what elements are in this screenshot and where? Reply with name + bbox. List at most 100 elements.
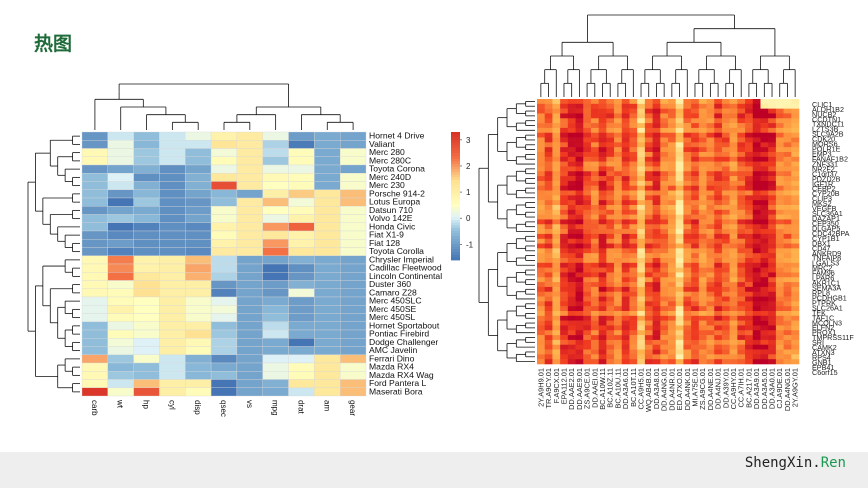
heatmap-cell — [737, 277, 746, 283]
heatmap-cell — [737, 320, 746, 326]
heatmap-cell — [107, 346, 134, 355]
heatmap-cell — [721, 176, 730, 182]
heatmap-cell — [210, 272, 238, 281]
heatmap-cell — [752, 315, 761, 321]
heatmap-cell — [560, 118, 569, 124]
heatmap-cell — [729, 311, 738, 317]
heatmap-cell — [745, 354, 754, 360]
heatmap-cell — [590, 195, 599, 201]
heatmap-cell — [775, 311, 784, 317]
row-label: SEMA3A — [812, 284, 841, 293]
heatmap-cell — [729, 200, 738, 206]
heatmap-cell — [210, 230, 238, 240]
heatmap-cell — [644, 359, 653, 365]
heatmap-cell — [606, 161, 615, 167]
heatmap-cell — [652, 248, 661, 254]
heatmap-cell — [621, 258, 630, 264]
heatmap-cell — [668, 330, 677, 336]
heatmap-cell — [598, 229, 607, 235]
heatmap-cell — [598, 118, 607, 124]
heatmap-cell — [262, 140, 289, 149]
heatmap-cell — [537, 243, 546, 249]
heatmap-cell — [621, 325, 630, 331]
heatmap-cell — [752, 238, 761, 244]
heatmap-cell — [314, 181, 341, 190]
heatmap-cell — [314, 197, 341, 207]
heatmap-cell — [675, 123, 684, 129]
heatmap-cell — [721, 306, 730, 312]
heatmap-cell — [567, 296, 576, 302]
heatmap-cell — [729, 306, 738, 312]
heatmap-cell — [768, 224, 777, 230]
heatmap-cell — [652, 359, 661, 365]
heatmap-cell — [768, 229, 777, 235]
heatmap-cell — [583, 262, 592, 268]
heatmap-cell — [775, 147, 784, 153]
heatmap-cell — [698, 171, 707, 177]
heatmap-cell — [583, 286, 592, 293]
heatmap-cell — [81, 313, 108, 322]
heatmap-cell — [598, 339, 607, 346]
heatmap-cell — [775, 272, 784, 278]
heatmap-cell — [791, 301, 800, 307]
heatmap-cell — [552, 142, 561, 148]
heatmap-cell — [552, 147, 561, 153]
heatmap-cell — [668, 262, 677, 268]
heatmap-cell — [737, 339, 746, 346]
heatmap-cell — [288, 321, 315, 331]
heatmap-cell — [775, 176, 784, 182]
heatmap-cell — [590, 354, 599, 360]
heatmap-cell — [660, 214, 669, 220]
heatmap-cell — [185, 321, 212, 331]
heatmap-cell — [675, 311, 684, 317]
heatmap-cell — [652, 132, 661, 138]
heatmap-cell — [698, 291, 707, 297]
heatmap-cell — [614, 224, 623, 230]
heatmap-cell — [614, 359, 623, 365]
heatmap-cell — [691, 306, 700, 312]
heatmap-cell — [791, 123, 800, 129]
heatmap-cell — [683, 320, 692, 326]
heatmap-cell — [606, 113, 615, 119]
heatmap-cell — [691, 311, 700, 317]
heatmap-cell — [791, 103, 800, 109]
row-label: ZNF331 — [812, 159, 838, 168]
heatmap-cell — [314, 173, 341, 182]
heatmap-cell — [107, 214, 134, 223]
heatmap-cell — [159, 189, 186, 199]
heatmap-cell — [81, 288, 108, 298]
heatmap-cell — [81, 247, 108, 256]
heatmap-cell — [637, 339, 646, 346]
heatmap-cell — [706, 354, 715, 360]
heatmap-cell — [683, 330, 692, 336]
heatmap-cell — [629, 103, 638, 109]
heatmap-cell — [714, 185, 723, 191]
heatmap-cell — [629, 335, 638, 341]
heatmap-cell — [552, 123, 561, 129]
heatmap-cell — [185, 329, 212, 339]
heatmap-cell — [737, 156, 746, 162]
heatmap-cell — [340, 263, 367, 273]
column-label: disp — [193, 400, 202, 415]
heatmap-cell — [107, 280, 134, 289]
heatmap-cell — [737, 214, 746, 220]
heatmap-cell — [760, 253, 769, 259]
column-label: CJ.A9DE.01 — [775, 368, 784, 409]
heatmap-cell — [768, 296, 777, 302]
heatmap-cell — [714, 325, 723, 331]
heatmap-cell — [314, 338, 341, 347]
heatmap-cell — [714, 320, 723, 326]
legend-swatch — [451, 246, 460, 250]
heatmap-cell — [752, 339, 761, 346]
heatmap-cell — [714, 349, 723, 355]
heatmap-cell — [791, 224, 800, 230]
heatmap-cell — [721, 320, 730, 326]
heatmap-cell — [775, 166, 784, 172]
heatmap-cell — [567, 147, 576, 153]
heatmap-cell — [262, 164, 289, 174]
heatmap-cell — [537, 311, 546, 317]
heatmap-cell — [598, 161, 607, 167]
heatmap-cell — [606, 243, 615, 249]
heatmap-cell — [737, 127, 746, 134]
heatmap-cell — [737, 195, 746, 201]
